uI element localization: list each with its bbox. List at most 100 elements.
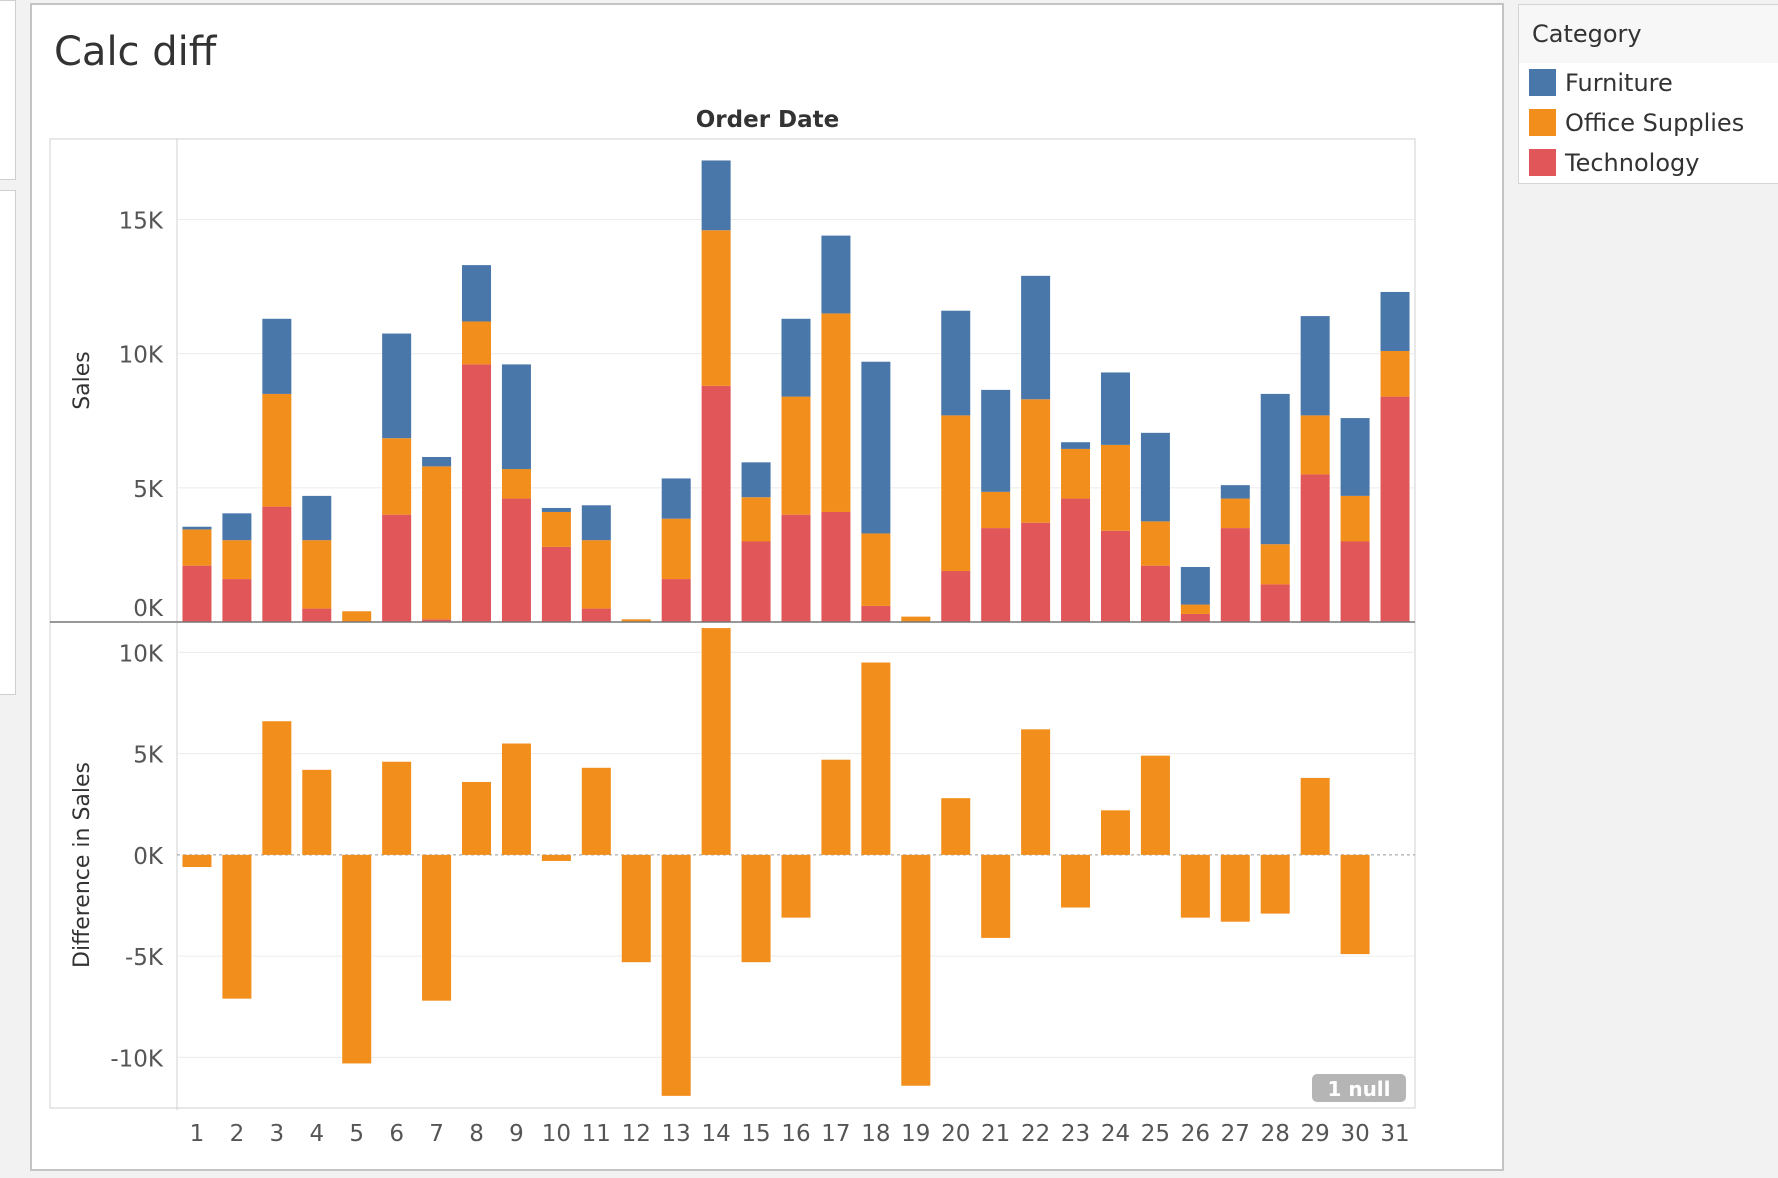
bar-technology: [1300, 474, 1330, 622]
bar-technology: [941, 571, 971, 622]
x-tick-label: 8: [469, 1121, 484, 1147]
bar-technology: [861, 605, 891, 622]
bar-office-supplies: [501, 469, 531, 499]
bar-difference: [701, 628, 731, 855]
bar-technology: [182, 565, 212, 622]
bar-furniture: [1021, 275, 1051, 400]
bar-difference: [1100, 810, 1130, 855]
x-tick-label: 22: [1021, 1121, 1050, 1147]
bar-furniture: [302, 495, 332, 541]
bar-office-supplies: [741, 497, 771, 542]
bar-office-supplies: [821, 313, 851, 512]
x-tick-label: 14: [701, 1121, 730, 1147]
y-tick-label: 15K: [119, 209, 164, 235]
bar-technology: [462, 364, 492, 622]
x-tick-label: 25: [1141, 1121, 1170, 1147]
legend-swatch: [1529, 109, 1556, 136]
null-indicator-label: 1 null: [1327, 1077, 1390, 1101]
bar-office-supplies: [661, 518, 691, 580]
bar-technology: [302, 608, 332, 622]
bar-office-supplies: [302, 540, 332, 609]
bar-furniture: [222, 513, 252, 541]
x-tick-label: 13: [662, 1121, 691, 1147]
legend-item-office-supplies[interactable]: Office Supplies: [1519, 103, 1778, 143]
bar-technology: [741, 541, 771, 622]
bar-technology: [781, 514, 811, 622]
bar-furniture: [821, 235, 851, 314]
bar-difference: [1260, 854, 1290, 914]
legend-label: Furniture: [1565, 69, 1673, 97]
y-tick-label: 0K: [133, 844, 164, 870]
x-tick-label: 5: [349, 1121, 364, 1147]
bar-office-supplies: [1061, 448, 1091, 499]
legend-item-furniture[interactable]: Furniture: [1519, 63, 1778, 103]
bar-difference: [581, 767, 611, 855]
bar-office-supplies: [1300, 415, 1330, 475]
bar-office-supplies: [701, 230, 731, 386]
bar-difference: [222, 854, 252, 999]
bar-furniture: [501, 364, 531, 470]
y-tick-label: 0K: [133, 596, 164, 622]
bar-technology: [661, 579, 691, 622]
legend-item-technology[interactable]: Technology: [1519, 143, 1778, 183]
bar-technology: [1340, 541, 1370, 622]
bar-furniture: [1180, 566, 1210, 605]
legend-title: Category: [1519, 5, 1778, 63]
x-tick-label: 23: [1061, 1121, 1090, 1147]
bar-office-supplies: [1140, 521, 1170, 566]
plot-frame: [49, 138, 1416, 1109]
left-sidebar-strip: [0, 0, 16, 1178]
bar-furniture: [581, 505, 611, 541]
y-tick-label: -10K: [110, 1046, 164, 1072]
bar-office-supplies: [382, 438, 412, 515]
bar-furniture: [1260, 393, 1290, 545]
bar-furniture: [861, 361, 891, 534]
bar-technology: [981, 528, 1011, 622]
bar-office-supplies: [342, 611, 372, 622]
bar-technology: [1100, 530, 1130, 622]
x-tick-label: 31: [1380, 1121, 1409, 1147]
bar-office-supplies: [1340, 495, 1370, 542]
bar-furniture: [462, 265, 492, 322]
legend-swatch: [1529, 69, 1556, 96]
bar-furniture: [701, 160, 731, 231]
x-tick-label: 12: [622, 1121, 651, 1147]
bar-technology: [262, 506, 292, 622]
x-tick-label: 20: [941, 1121, 970, 1147]
bar-office-supplies: [262, 393, 292, 507]
x-tick-label: 15: [741, 1121, 770, 1147]
y-tick-label: 5K: [133, 743, 164, 769]
x-tick-label: 24: [1101, 1121, 1130, 1147]
bar-furniture: [1300, 316, 1330, 416]
x-tick-label: 21: [981, 1121, 1010, 1147]
bar-difference: [1300, 777, 1330, 855]
x-tick-label: 27: [1221, 1121, 1250, 1147]
bar-office-supplies: [621, 619, 651, 622]
legend-label: Office Supplies: [1565, 109, 1745, 137]
bar-furniture: [541, 507, 571, 512]
bar-furniture: [382, 333, 412, 439]
category-legend[interactable]: Category Furniture Office Supplies Techn…: [1518, 4, 1778, 184]
x-tick-label: 29: [1301, 1121, 1330, 1147]
x-tick-label: 16: [781, 1121, 810, 1147]
x-tick-label: 19: [901, 1121, 930, 1147]
bar-technology: [1380, 396, 1410, 622]
bar-furniture: [1140, 432, 1170, 522]
sidebar-panel: [0, 0, 16, 180]
x-tick-label: 9: [509, 1121, 524, 1147]
bar-difference: [422, 854, 452, 1001]
x-tick-label: 4: [309, 1121, 324, 1147]
bar-difference: [1220, 854, 1250, 922]
bar-difference: [821, 759, 851, 855]
bar-difference: [901, 854, 931, 1086]
bar-technology: [1140, 565, 1170, 622]
bar-furniture: [981, 389, 1011, 492]
x-tick-label: 6: [389, 1121, 404, 1147]
y-axis-title: Sales: [70, 351, 95, 410]
bar-technology: [1180, 613, 1210, 622]
legend-swatch: [1529, 149, 1556, 176]
bar-difference: [182, 854, 212, 868]
bar-furniture: [262, 318, 292, 394]
bar-technology: [701, 385, 731, 622]
